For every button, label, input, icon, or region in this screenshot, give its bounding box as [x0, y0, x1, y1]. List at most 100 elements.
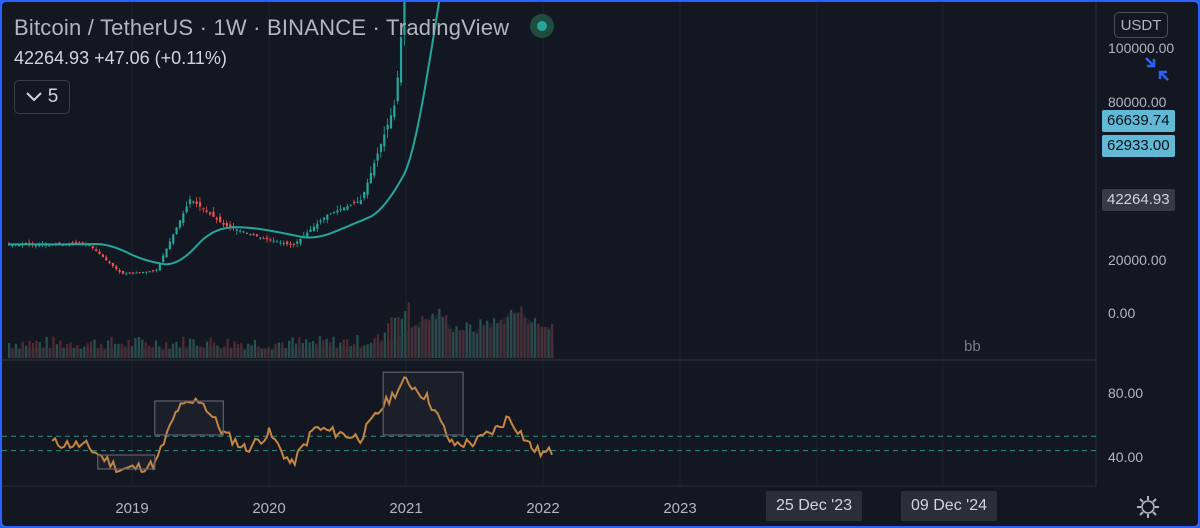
- volume-bar: [383, 332, 386, 358]
- volume-bar: [137, 337, 140, 358]
- volume-bar: [62, 347, 65, 358]
- volume-bar: [342, 339, 345, 358]
- candle: [272, 240, 275, 242]
- volume-bar: [107, 340, 110, 358]
- volume-bar: [448, 329, 451, 358]
- volume-bar: [400, 318, 403, 358]
- time-marker-1: 25 Dec '23: [766, 491, 862, 521]
- rsi-highlight-box: [382, 371, 464, 436]
- candle: [118, 270, 121, 273]
- candle: [209, 212, 212, 215]
- volume-bar: [233, 341, 236, 358]
- volume-bar: [298, 337, 301, 358]
- volume-bar: [537, 323, 540, 358]
- volume-bar: [404, 310, 407, 358]
- price-change: +47.06: [94, 48, 150, 68]
- candle: [142, 271, 145, 273]
- volume-bar: [421, 316, 424, 358]
- price-tick: 100000.00: [1108, 40, 1174, 56]
- volume-bar: [288, 340, 291, 358]
- volume-bar: [373, 338, 376, 358]
- candle: [91, 246, 94, 249]
- candle: [162, 255, 165, 262]
- volume-bar: [83, 346, 86, 358]
- candle: [225, 222, 228, 227]
- volume-bar: [387, 323, 390, 358]
- volume-bar: [544, 326, 547, 358]
- candle: [188, 199, 192, 204]
- candle: [296, 241, 299, 244]
- candle: [252, 234, 255, 236]
- symbol-name[interactable]: Bitcoin / TetherUS: [14, 15, 194, 40]
- candle: [396, 77, 399, 102]
- volume-bar: [339, 342, 342, 358]
- volume-bar: [35, 340, 38, 358]
- volume-bar: [240, 343, 243, 358]
- market-status-icon[interactable]: [529, 14, 554, 38]
- volume-bar: [417, 327, 421, 358]
- candle: [393, 105, 396, 118]
- volume-bar: [335, 348, 339, 358]
- volume-bar: [294, 343, 298, 358]
- volume-bar: [349, 345, 352, 358]
- volume-bar: [11, 348, 14, 358]
- candle: [332, 211, 336, 213]
- candle: [276, 241, 279, 243]
- volume-bar: [414, 325, 417, 358]
- volume-bar: [86, 343, 89, 358]
- candle: [349, 204, 352, 206]
- volume-bar: [393, 317, 397, 358]
- candle: [131, 272, 135, 274]
- candle: [279, 242, 282, 244]
- volume-bar: [42, 347, 45, 358]
- volume-bar: [189, 338, 192, 358]
- candle: [339, 208, 342, 211]
- settings-gear-icon[interactable]: [1135, 494, 1161, 520]
- volume-bar: [250, 345, 253, 358]
- candle: [185, 206, 188, 213]
- collapse-arrows-icon[interactable]: [1142, 54, 1172, 84]
- candle: [198, 202, 202, 207]
- volume-bar: [281, 342, 284, 358]
- candle: [343, 207, 346, 211]
- volume-bar: [8, 343, 11, 358]
- volume-bar: [486, 320, 489, 358]
- time-tick: 2021: [389, 500, 422, 517]
- candle: [242, 231, 245, 233]
- volume-bar: [168, 348, 171, 358]
- volume-bar: [510, 309, 513, 358]
- rsi-highlight-box: [154, 400, 224, 436]
- volume-bar: [332, 336, 335, 358]
- volume-bar: [130, 346, 134, 358]
- volume-bar: [148, 345, 151, 358]
- candle: [363, 192, 366, 199]
- indicators-toggle-button[interactable]: 5: [14, 80, 70, 114]
- volume-bar: [520, 306, 523, 358]
- volume-bar: [390, 317, 393, 358]
- volume-bar: [103, 349, 106, 358]
- volume-bar: [202, 347, 205, 358]
- volume-bar: [489, 327, 492, 358]
- volume-bar: [311, 341, 315, 358]
- volume-bar: [469, 324, 472, 358]
- volume-bar: [113, 343, 117, 358]
- candle: [376, 153, 379, 161]
- candle: [158, 262, 161, 271]
- candle: [286, 241, 289, 244]
- interval[interactable]: 1W: [213, 15, 247, 40]
- candle: [165, 248, 168, 258]
- last-price: 42264.93: [14, 48, 90, 68]
- volume-bar: [499, 319, 502, 358]
- volume-bar: [516, 313, 520, 358]
- rsi-tick: 40.00: [1108, 449, 1143, 465]
- currency-button[interactable]: USDT: [1114, 12, 1168, 38]
- volume-bar: [359, 348, 362, 358]
- volume-bar: [465, 322, 468, 358]
- candle: [172, 234, 175, 244]
- volume-bar: [120, 343, 123, 358]
- candle: [168, 241, 171, 250]
- watermark: bb: [964, 338, 981, 355]
- volume-bar: [216, 345, 219, 358]
- volume-bar: [243, 349, 246, 358]
